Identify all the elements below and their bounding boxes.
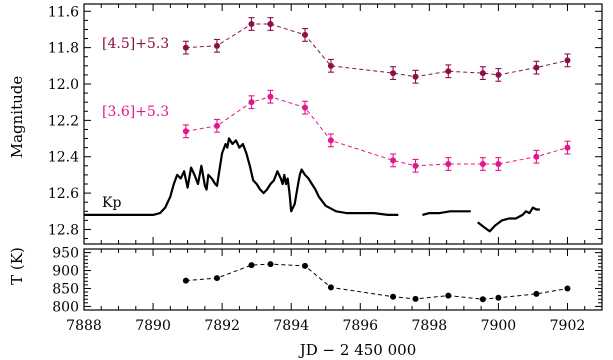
x-tick-label: 7892 bbox=[204, 318, 240, 334]
y-tick-label: 12.0 bbox=[48, 77, 79, 93]
data-point bbox=[533, 64, 540, 71]
data-point bbox=[182, 128, 189, 135]
y-tick-label: 12.8 bbox=[48, 222, 79, 238]
series-label: Kp bbox=[102, 195, 121, 211]
data-point bbox=[213, 275, 220, 282]
data-point bbox=[248, 21, 255, 27]
data-point bbox=[495, 71, 502, 78]
data-point bbox=[564, 285, 571, 292]
y-tick-label: 850 bbox=[52, 281, 79, 297]
data-point bbox=[564, 144, 571, 151]
x-tick-label: 7888 bbox=[66, 318, 102, 334]
data-point bbox=[479, 70, 486, 77]
data-point bbox=[533, 290, 540, 297]
series-line bbox=[185, 23, 568, 78]
y-tick-label: 900 bbox=[52, 264, 79, 280]
data-point bbox=[495, 161, 502, 167]
kp-light-curve-segment bbox=[84, 137, 399, 216]
series-label: [3.6]+5.3 bbox=[102, 104, 169, 120]
data-point bbox=[495, 294, 502, 301]
kp-light-curve-segment bbox=[477, 206, 540, 233]
data-point bbox=[564, 57, 571, 64]
series-line bbox=[185, 263, 568, 300]
data-point bbox=[267, 93, 274, 100]
x-tick-label: 7902 bbox=[550, 318, 586, 334]
x-axis-title: JD − 2 450 000 bbox=[298, 341, 416, 359]
data-point bbox=[213, 42, 220, 49]
series-temperature bbox=[182, 261, 571, 303]
y-tick-label: 800 bbox=[52, 299, 79, 315]
series-kp bbox=[84, 137, 540, 233]
data-point bbox=[445, 161, 452, 167]
data-point bbox=[390, 293, 397, 300]
y-axis-title-temperature: T (K) bbox=[8, 247, 26, 285]
series-line bbox=[185, 96, 568, 167]
y-tick-label: 11.6 bbox=[48, 4, 79, 20]
data-point bbox=[267, 261, 274, 268]
y-axis-title-magnitude: Magnitude bbox=[8, 76, 26, 159]
data-point bbox=[248, 262, 255, 269]
data-point bbox=[182, 277, 189, 284]
x-tick-label: 7894 bbox=[273, 318, 309, 334]
x-tick-label: 7896 bbox=[342, 318, 378, 334]
data-point bbox=[302, 31, 309, 38]
data-point bbox=[267, 21, 274, 27]
data-point bbox=[412, 162, 419, 169]
data-point bbox=[302, 262, 309, 269]
data-point bbox=[479, 296, 486, 303]
kp-light-curve-segment bbox=[422, 210, 471, 216]
x-tick-label: 7890 bbox=[135, 318, 171, 334]
y-tick-label: 950 bbox=[52, 246, 79, 262]
data-point bbox=[327, 137, 334, 144]
data-point bbox=[445, 292, 452, 299]
plot-frame bbox=[83, 248, 603, 311]
data-point bbox=[390, 157, 397, 164]
y-tick-label: 11.8 bbox=[48, 41, 79, 57]
data-point bbox=[412, 73, 419, 80]
y-tick-label: 12.2 bbox=[48, 113, 79, 129]
data-point bbox=[182, 44, 189, 51]
data-point bbox=[302, 104, 309, 111]
data-point bbox=[327, 62, 334, 69]
data-point bbox=[327, 284, 334, 291]
data-point bbox=[390, 70, 397, 77]
magnitude-panel: 11.6 11.8 12.0 12.2 12.4 12.6 12.8 [4.5]+5.3 [3.… bbox=[48, 3, 603, 245]
data-point bbox=[412, 295, 419, 302]
y-tick-label: 12.6 bbox=[48, 186, 79, 202]
series-3-6-5-3 bbox=[182, 89, 571, 173]
x-tick-label: 7898 bbox=[412, 318, 448, 334]
data-point bbox=[213, 122, 220, 129]
data-point bbox=[248, 99, 255, 106]
data-point bbox=[445, 68, 452, 75]
data-point bbox=[533, 153, 540, 160]
series-4-5-5-3 bbox=[182, 17, 571, 84]
x-tick-label: 7900 bbox=[481, 318, 517, 334]
series-label: [4.5]+5.3 bbox=[102, 36, 169, 52]
y-tick-label: 12.4 bbox=[48, 150, 79, 166]
data-point bbox=[479, 161, 486, 167]
